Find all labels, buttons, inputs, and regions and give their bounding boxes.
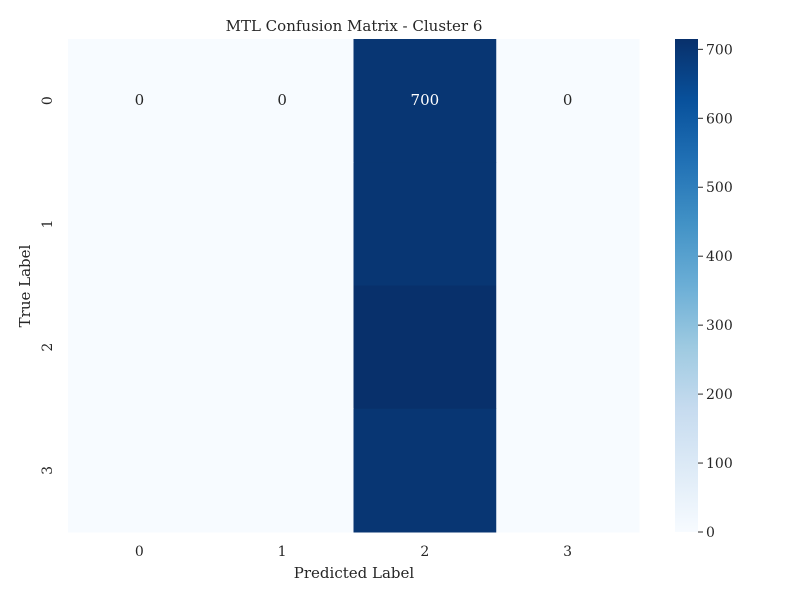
colorbar-tick-label-6: 600 <box>706 111 733 127</box>
heatmap-cell-3-2 <box>353 408 497 533</box>
heatmap-cell-3-0 <box>68 408 212 533</box>
y-axis-label: True Label <box>16 244 34 327</box>
heatmap-cell-0-2 <box>353 39 497 163</box>
colorbar-tick-label-1: 100 <box>706 456 733 472</box>
heatmap-cell-2-0 <box>68 285 212 410</box>
x-tick-label-2: 2 <box>420 544 429 560</box>
heatmap-cell-0-0 <box>68 39 212 163</box>
heatmap-cell-1-1 <box>210 162 354 286</box>
y-tick-label-3: 3 <box>40 466 56 475</box>
colorbar-tick-label-0: 0 <box>706 525 715 541</box>
heatmap-cell-3-3 <box>496 408 640 533</box>
chart-title: MTL Confusion Matrix - Cluster 6 <box>226 17 483 35</box>
heatmap-cell-2-3 <box>496 285 640 410</box>
x-axis-ticks: 0 1 2 3 <box>135 544 572 560</box>
colorbar <box>675 39 698 532</box>
cell-annotation-0-3: 0 <box>563 91 573 109</box>
x-axis-label: Predicted Label <box>294 564 415 582</box>
colorbar-tick-label-3: 300 <box>706 318 733 334</box>
heatmap-cell-0-3 <box>496 39 640 163</box>
x-tick-label-0: 0 <box>135 544 144 560</box>
y-axis-ticks: 0 1 2 3 <box>40 96 56 475</box>
heatmap-cell-1-0 <box>68 162 212 286</box>
heatmap-cell-2-2 <box>353 285 497 410</box>
heatmap-cells <box>68 39 640 533</box>
x-tick-label-1: 1 <box>278 544 287 560</box>
heatmap-cell-2-1 <box>210 285 354 410</box>
cell-annotation-0-0: 0 <box>135 91 145 109</box>
x-tick-label-3: 3 <box>563 544 572 560</box>
heatmap-cell-3-1 <box>210 408 354 533</box>
heatmap-annotations: 0 0 700 0 <box>135 91 573 109</box>
colorbar-tick-label-7: 700 <box>706 42 733 58</box>
colorbar-ticks: 0 100 200 300 400 500 600 700 <box>698 42 733 541</box>
y-tick-label-2: 2 <box>40 343 56 352</box>
colorbar-tick-label-2: 200 <box>706 387 733 403</box>
y-tick-label-1: 1 <box>40 219 56 228</box>
cell-annotation-0-2: 700 <box>411 91 440 109</box>
heatmap-cell-0-1 <box>210 39 354 163</box>
heatmap-cell-1-3 <box>496 162 640 286</box>
colorbar-tick-label-5: 500 <box>706 180 733 196</box>
y-tick-label-0: 0 <box>40 96 56 105</box>
colorbar-tick-label-4: 400 <box>706 249 733 265</box>
cell-annotation-0-1: 0 <box>277 91 287 109</box>
heatmap-cell-1-2 <box>353 162 497 286</box>
